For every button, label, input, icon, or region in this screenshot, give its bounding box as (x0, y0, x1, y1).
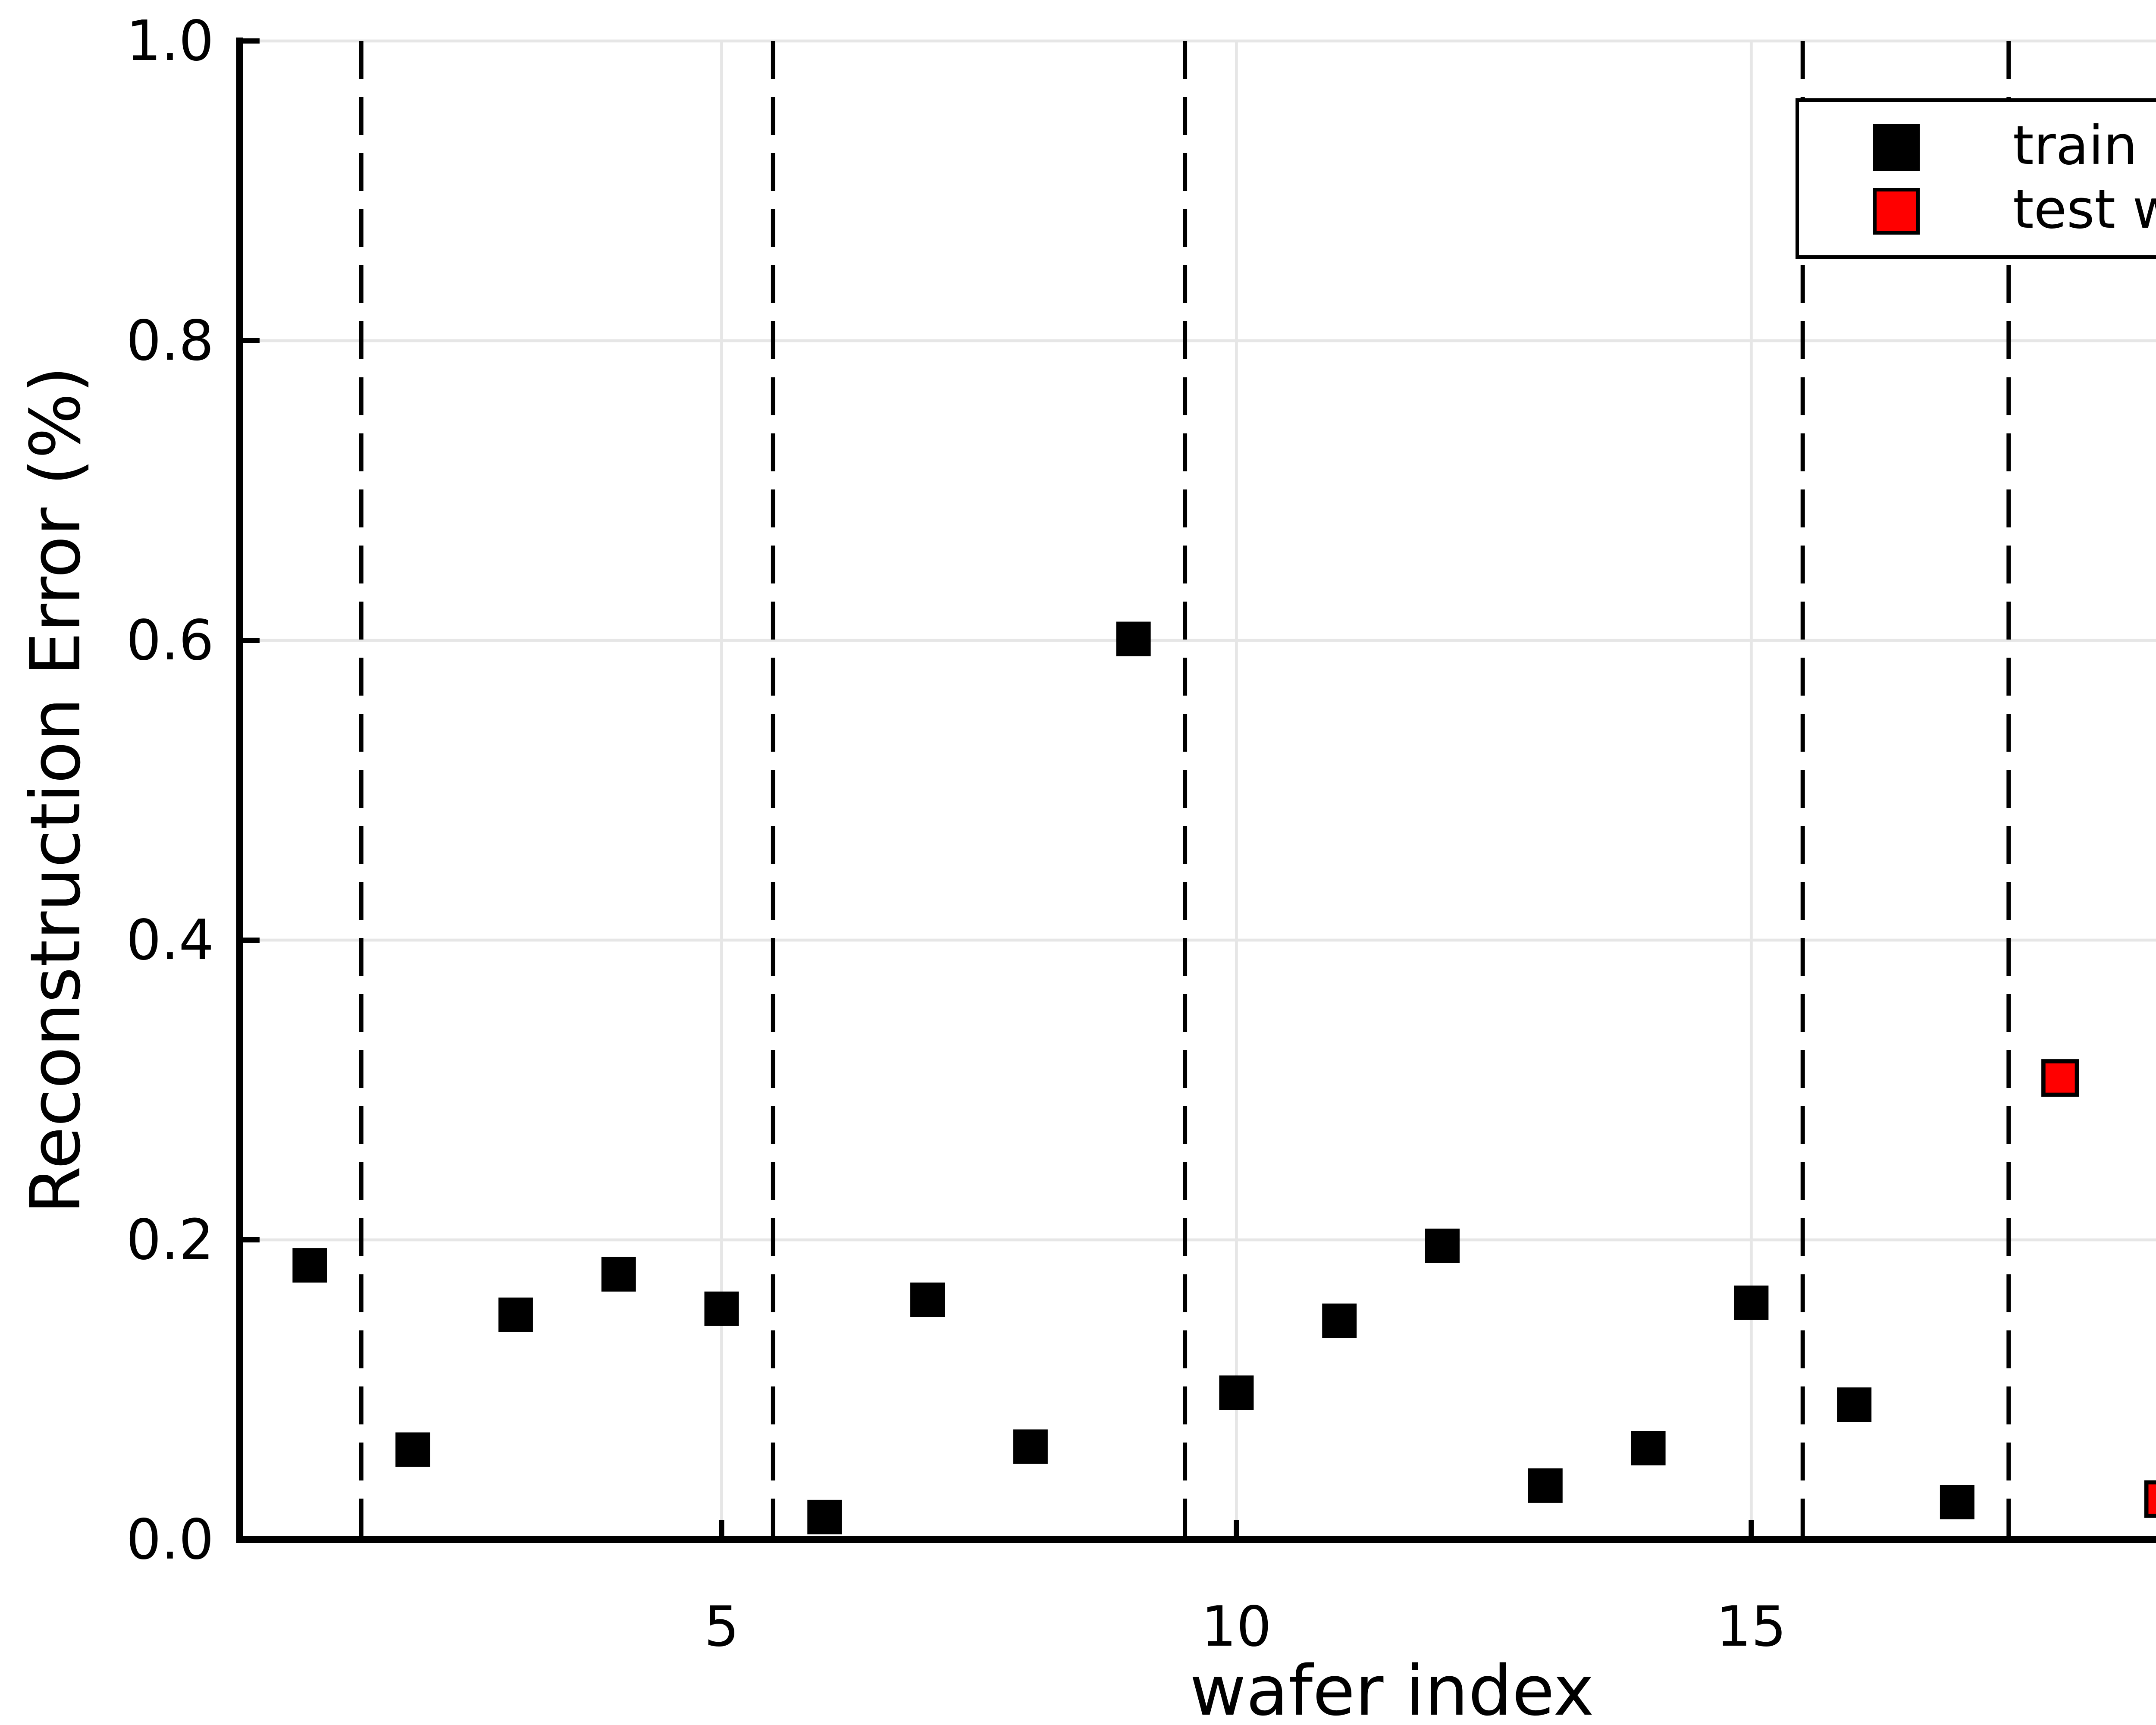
x-axis-label: wafer index (1189, 1653, 1594, 1725)
train-wafer-point (910, 1283, 945, 1317)
y-axis-label: Reconstruction Error (%) (17, 366, 97, 1214)
train-wafer-point (498, 1297, 533, 1332)
gridlines (240, 39, 2156, 1541)
train-wafer-point (1219, 1375, 1254, 1410)
test-wafer-point (2041, 1059, 2079, 1097)
x-tick-label: 10 (1201, 1595, 1272, 1659)
y-tick-label: 0.2 (126, 1208, 214, 1272)
test-marker-swatch (1873, 187, 1920, 234)
train-wafer-point (1013, 1429, 1048, 1464)
legend-entry-train: train wafer error (1873, 115, 2156, 177)
data-points (292, 621, 2156, 1534)
train-wafer-point (292, 1248, 327, 1283)
legend-label-test: test wafer error (2013, 179, 2156, 241)
lot-boundary-lines (359, 41, 2011, 1538)
train-wafer-point (1631, 1431, 1666, 1466)
x-tick-label: 15 (1716, 1595, 1786, 1659)
x-tick-label: 5 (704, 1595, 739, 1659)
legend-entry-test: test wafer error (1873, 179, 2156, 241)
train-wafer-point (1734, 1285, 1769, 1320)
legend: train wafer error test wafer error (1796, 98, 2156, 259)
y-tick-label: 0.4 (126, 908, 214, 972)
train-wafer-point (1837, 1387, 1872, 1422)
train-wafer-point (1940, 1485, 1974, 1520)
test-wafer-point (2144, 1480, 2156, 1518)
axis-ticks (240, 38, 1754, 1542)
train-wafer-point (1322, 1303, 1357, 1338)
train-marker-swatch (1873, 123, 1920, 170)
y-tick-label: 0.0 (126, 1508, 214, 1572)
train-wafer-point (1116, 621, 1151, 656)
train-wafer-point (807, 1499, 842, 1534)
axes-spines (236, 38, 2156, 1543)
train-wafer-point (1528, 1468, 1563, 1503)
y-tick-label: 0.8 (126, 309, 214, 373)
y-tick-label: 0.6 (126, 608, 214, 673)
legend-label-train: train wafer error (2013, 115, 2156, 177)
y-tick-label: 1.0 (126, 9, 214, 73)
train-wafer-point (704, 1291, 739, 1326)
train-wafer-point (395, 1432, 430, 1467)
tick-labels: 0.00.20.40.60.81.05101520 (126, 9, 1786, 1659)
train-wafer-point (601, 1257, 636, 1292)
train-wafer-point (1425, 1228, 1460, 1263)
